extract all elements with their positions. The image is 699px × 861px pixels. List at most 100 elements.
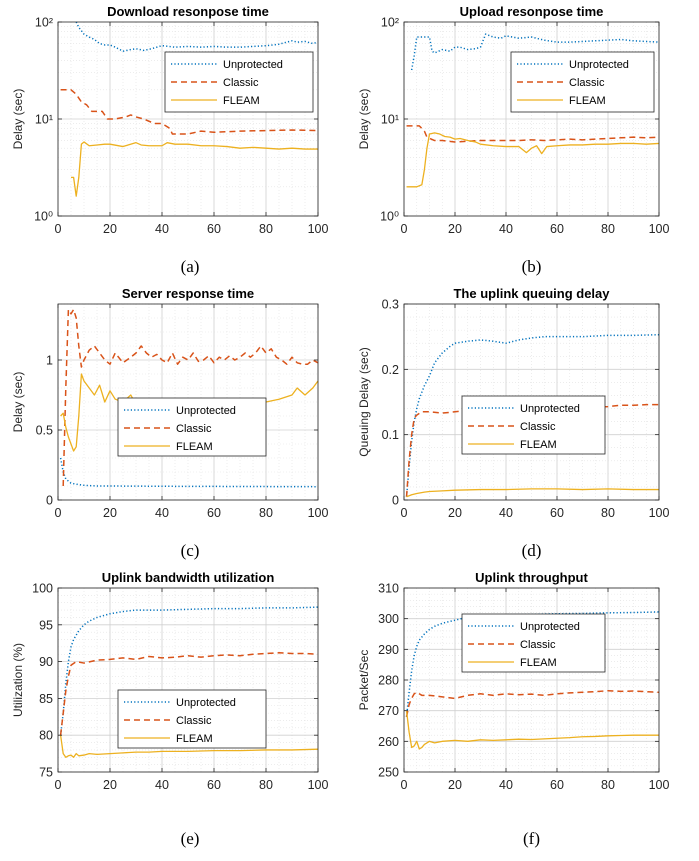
y-tick-label: 100 (32, 582, 53, 596)
chart-title: Uplink bandwidth utilization (102, 570, 275, 585)
legend-label-unprotected: Unprotected (520, 403, 580, 415)
x-tick-label: 80 (601, 506, 615, 520)
panel-caption: (f) (523, 829, 540, 848)
legend: Unprotected Classic FLEAM (117, 397, 267, 457)
grid (403, 22, 660, 217)
series-line-unprotected (59, 457, 319, 488)
legend-label-classic: Classic (520, 639, 556, 651)
panel-caption: (a) (181, 257, 200, 276)
legend-label-fleam: FLEAM (176, 733, 213, 745)
legend-label-fleam: FLEAM (223, 95, 260, 107)
chart-title: Uplink throughput (475, 570, 588, 585)
y-tick-label: 1 (46, 354, 53, 368)
y-tick-label: 0 (46, 494, 53, 508)
chart-title: The uplink queuing delay (453, 286, 610, 301)
y-tick-label: 10² (35, 16, 53, 30)
y-axis-label: Delay (sec) (11, 89, 25, 150)
x-tick-label: 100 (308, 222, 329, 236)
chart-panel-3: 0 20 40 60 80 100 0 0.1 0.2 0.3 The uplink queuing… (357, 286, 669, 560)
y-tick-label: 10¹ (381, 113, 399, 127)
y-tick-label: 300 (378, 612, 399, 626)
y-tick-label: 0.2 (382, 363, 399, 377)
y-axis-label: Delay (sec) (357, 89, 371, 150)
y-axis-label: Utilization (%) (11, 643, 25, 717)
legend-label-fleam: FLEAM (569, 95, 606, 107)
axes-box (57, 587, 319, 773)
x-tick-label: 40 (499, 222, 513, 236)
y-tick-label: 75 (39, 766, 53, 780)
y-axis-label: Queuing Delay (sec) (357, 347, 371, 456)
x-tick-label: 60 (550, 506, 564, 520)
y-tick-label: 280 (378, 674, 399, 688)
x-tick-label: 60 (550, 778, 564, 792)
legend: Unprotected Classic FLEAM (461, 613, 606, 673)
chart-title: Upload resonpose time (460, 4, 604, 19)
y-tick-label: 250 (378, 766, 399, 780)
y-tick-label: 270 (378, 704, 399, 718)
series-line-classic (59, 652, 319, 736)
y-tick-label: 80 (39, 729, 53, 743)
x-tick-label: 20 (103, 506, 117, 520)
axes-box (57, 303, 319, 501)
x-tick-label: 80 (259, 222, 273, 236)
axes-box (403, 303, 660, 501)
series-line-fleam (59, 735, 319, 758)
legend-label-unprotected: Unprotected (223, 59, 283, 71)
x-tick-label: 60 (207, 222, 221, 236)
series-line-unprotected (410, 33, 660, 71)
legend-label-unprotected: Unprotected (176, 405, 236, 417)
legend-box (164, 51, 314, 113)
y-axis-label: Delay (sec) (11, 372, 25, 433)
legend-label-fleam: FLEAM (176, 441, 213, 453)
y-tick-label: 0 (392, 494, 399, 508)
legend-label-unprotected: Unprotected (520, 621, 580, 633)
chart-panel-2: 0 20 40 60 80 100 0 0.5 1 Server response time Del… (11, 286, 328, 560)
x-tick-label: 0 (401, 778, 408, 792)
legend: Unprotected Classic FLEAM (164, 51, 314, 113)
legend: Unprotected Classic FLEAM (117, 689, 267, 749)
chart-title: Server response time (122, 286, 254, 301)
y-axis-label: Packet/Sec (357, 650, 371, 711)
y-tick-label: 290 (378, 643, 399, 657)
panel-caption: (d) (522, 541, 542, 560)
y-tick-label: 10¹ (35, 113, 53, 127)
legend-label-classic: Classic (176, 715, 212, 727)
legend-label-classic: Classic (223, 77, 259, 89)
legend: Unprotected Classic FLEAM (510, 51, 655, 113)
y-tick-label: 10⁰ (34, 210, 53, 224)
chart-panel-1: 0 20 40 60 80 100 10⁰ 10¹ 10² Upload resonpose ti… (357, 4, 669, 276)
y-tick-label: 0.3 (382, 298, 399, 312)
x-tick-label: 100 (649, 506, 670, 520)
x-tick-label: 80 (259, 778, 273, 792)
series-line-fleam (405, 710, 659, 750)
y-tick-label: 310 (378, 582, 399, 596)
x-tick-label: 40 (155, 222, 169, 236)
x-tick-label: 20 (448, 506, 462, 520)
x-tick-label: 80 (259, 506, 273, 520)
legend-label-unprotected: Unprotected (176, 697, 236, 709)
panel-caption: (c) (181, 541, 200, 560)
x-tick-label: 60 (207, 506, 221, 520)
series-line-classic (406, 125, 660, 143)
x-tick-label: 60 (550, 222, 564, 236)
x-tick-label: 100 (308, 506, 329, 520)
series-line-classic (405, 689, 660, 717)
x-tick-label: 60 (207, 778, 221, 792)
legend-label-unprotected: Unprotected (569, 59, 629, 71)
y-tick-label: 0.1 (382, 428, 399, 442)
chart-panel-4: 0 20 40 60 80 100 75 80 85 90 95 100 Uplink bandwidt… (11, 570, 328, 848)
legend-label-classic: Classic (520, 421, 556, 433)
x-tick-label: 0 (401, 506, 408, 520)
y-tick-label: 10² (381, 16, 399, 30)
y-tick-label: 85 (39, 692, 53, 706)
x-tick-label: 20 (103, 222, 117, 236)
y-tick-label: 10⁰ (380, 210, 399, 224)
legend-label-fleam: FLEAM (520, 439, 557, 451)
x-tick-label: 20 (448, 778, 462, 792)
series-line-fleam (406, 132, 660, 188)
x-tick-label: 80 (601, 778, 615, 792)
legend-label-fleam: FLEAM (520, 657, 557, 669)
x-tick-label: 100 (649, 778, 670, 792)
